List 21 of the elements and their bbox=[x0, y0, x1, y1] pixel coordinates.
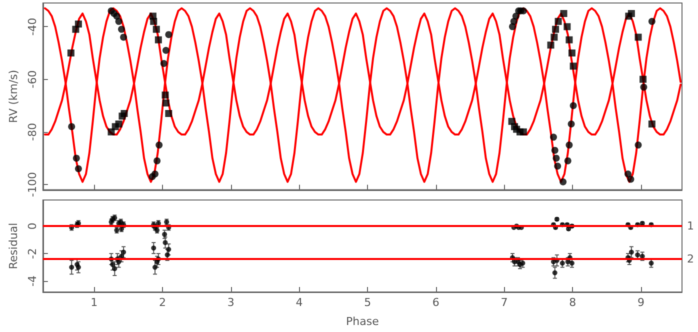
y-tick-label: -4 bbox=[26, 276, 39, 286]
x-tick-label: 8 bbox=[569, 296, 576, 309]
x-tick-label: 4 bbox=[296, 296, 303, 309]
y-axis-title: Residual bbox=[7, 222, 20, 270]
x-tick-label: 7 bbox=[500, 296, 508, 309]
x-tick-label: 1 bbox=[90, 296, 98, 309]
x-axis-title: Phase bbox=[346, 315, 380, 328]
y-tick-label: -40 bbox=[26, 18, 39, 36]
y-tick-label: -60 bbox=[26, 70, 39, 88]
text: 1 bbox=[687, 220, 694, 233]
x-tick-label: 5 bbox=[364, 296, 372, 309]
y-axis-title: RV (km/s) bbox=[7, 70, 20, 123]
x-tick-label: 6 bbox=[432, 296, 440, 309]
text: 2 bbox=[687, 252, 694, 266]
y-tick-label: -2 bbox=[26, 248, 39, 260]
y-tick-label: 0 bbox=[26, 222, 39, 230]
x-tick-label: 9 bbox=[637, 296, 644, 309]
y-tick-label: -80 bbox=[26, 122, 39, 141]
x-tick-label: 3 bbox=[227, 296, 234, 309]
y-tick-label: -100 bbox=[26, 172, 39, 197]
x-tick-label: 2 bbox=[159, 296, 166, 309]
